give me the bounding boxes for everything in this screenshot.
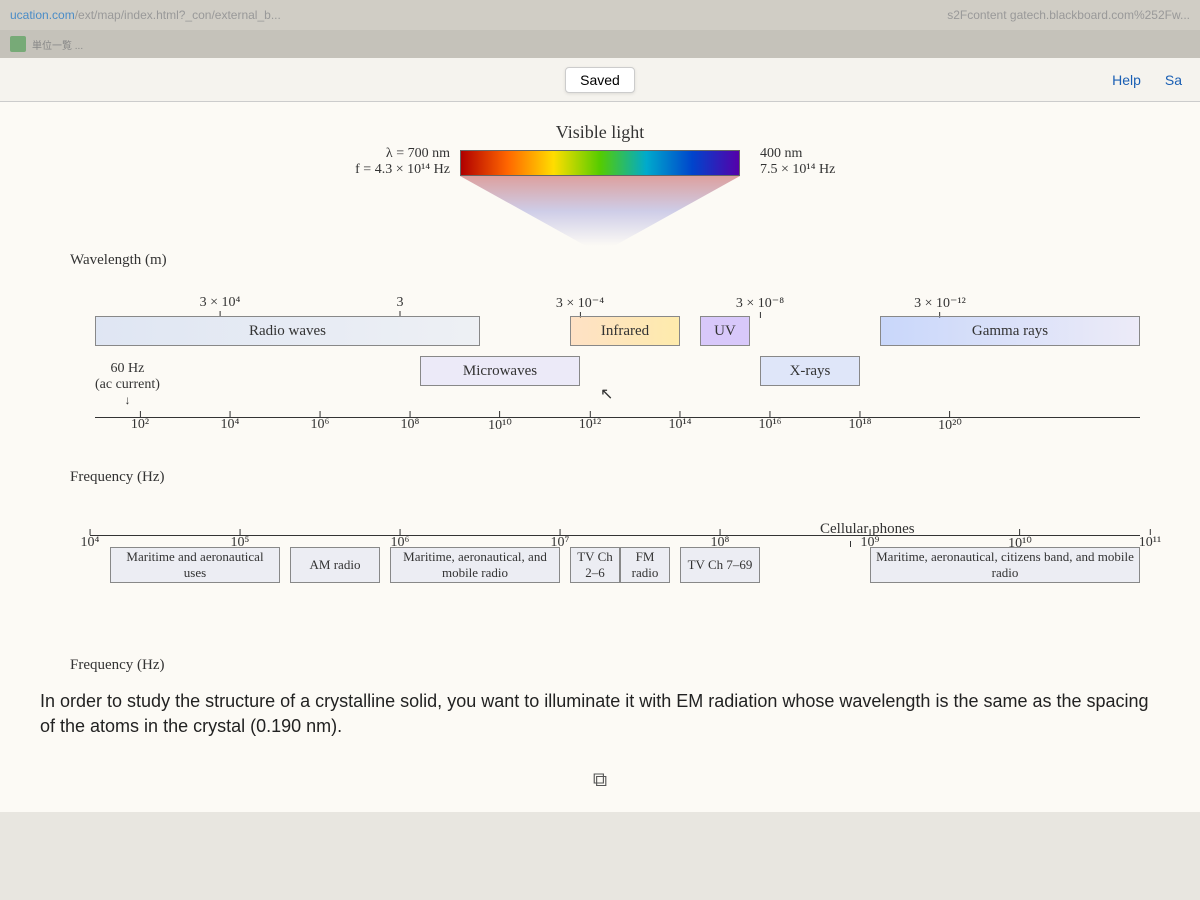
- frequency-tick: 10⁴: [221, 411, 240, 433]
- radio-tick: 10⁹: [861, 529, 880, 551]
- radio-tick: 10⁵: [231, 529, 250, 551]
- url-middle: /ext/map/index.html?_con/external_b...: [75, 8, 281, 22]
- frequency-tick: 10¹⁶: [758, 411, 781, 433]
- freq-75: 7.5 × 10¹⁴ Hz: [760, 162, 835, 178]
- radio-tick: 10¹⁰: [1008, 529, 1032, 552]
- frequency-tick: 10²⁰: [938, 411, 962, 434]
- link-icon: ⧉: [40, 769, 1160, 792]
- status-badge: Saved: [565, 67, 635, 93]
- cursor-icon: ↖: [600, 384, 613, 404]
- frequency-tick: 10¹²: [579, 411, 601, 433]
- help-button[interactable]: Help: [1104, 68, 1149, 92]
- radio-tick: 10⁴: [81, 529, 100, 551]
- frequency-tick: 10¹⁸: [848, 411, 871, 433]
- radio-tick: 10¹¹: [1139, 529, 1161, 551]
- tab-title: 単位一覧 ...: [32, 37, 83, 52]
- browser-tabs: 単位一覧 ...: [0, 30, 1200, 58]
- main-content: Visible light λ = 700 nm f = 4.3 × 10¹⁴ …: [0, 102, 1200, 812]
- visible-light-title: Visible light: [556, 122, 644, 143]
- visible-spectrum-bar: [460, 150, 740, 176]
- freq-43: f = 4.3 × 10¹⁴ Hz: [340, 162, 450, 178]
- wavelength-tick: 3 × 10⁴: [200, 295, 241, 317]
- visible-left-labels: λ = 700 nm f = 4.3 × 10¹⁴ Hz: [340, 146, 450, 178]
- lambda-400: 400 nm: [760, 146, 835, 162]
- app-toolbar: Saved Help Sa: [0, 58, 1200, 102]
- frequency-tick: 10⁸: [401, 411, 420, 433]
- frequency-tick: 10¹⁰: [488, 411, 512, 434]
- visible-funnel: [460, 176, 740, 246]
- radio-tick: 10⁸: [711, 529, 730, 551]
- em-spectrum-diagram: Visible light λ = 700 nm f = 4.3 × 10¹⁴ …: [40, 122, 1160, 792]
- frequency-label: Frequency (Hz): [70, 469, 165, 486]
- radio-tick: 10⁷: [551, 529, 570, 551]
- wavelength-tick: 3: [397, 295, 404, 317]
- radio-frequency-label: Frequency (Hz): [70, 657, 165, 674]
- wavelength-tick: 3 × 10⁻⁴: [556, 295, 604, 318]
- band-radio: Radio waves: [95, 316, 480, 346]
- frequency-tick: 10²: [131, 411, 149, 433]
- band-uv: UV: [700, 316, 750, 346]
- wavelength-axis: Wavelength (m): [40, 252, 1160, 282]
- visible-light-section: Visible light λ = 700 nm f = 4.3 × 10¹⁴ …: [40, 122, 1160, 232]
- wavelength-tick: 3 × 10⁻¹²: [914, 295, 966, 318]
- question-text: In order to study the structure of a cry…: [40, 689, 1160, 739]
- radio-frequency-axis: 10⁴ 10⁵ 10⁶ 10⁷ 10⁸ 10⁹ 10¹⁰ 10¹¹: [40, 529, 1160, 569]
- band-infrared: Infrared: [570, 316, 680, 346]
- wavelength-ticks-row: 3 × 10⁴33 × 10⁻⁴3 × 10⁻⁸3 × 10⁻¹²: [40, 287, 1160, 311]
- save-button[interactable]: Sa: [1157, 68, 1190, 92]
- wavelength-tick: 3 × 10⁻⁸: [736, 295, 784, 318]
- tab-favicon: [10, 36, 26, 52]
- visible-right-labels: 400 nm 7.5 × 10¹⁴ Hz: [760, 146, 835, 178]
- frequency-tick: 10¹⁴: [668, 411, 691, 433]
- lambda-700: λ = 700 nm: [340, 146, 450, 162]
- browser-address-bar: ucation.com /ext/map/index.html?_con/ext…: [0, 0, 1200, 30]
- url-suffix: s2Fcontent gatech.blackboard.com%252Fw..…: [947, 8, 1190, 22]
- radio-detail-section: Cellular phones Maritime and aeronautica…: [40, 529, 1160, 639]
- radio-tick: 10⁶: [391, 529, 410, 551]
- band-xrays: X-rays: [760, 356, 860, 386]
- ac-current-label: (ac current): [95, 377, 160, 393]
- wavelength-label: Wavelength (m): [70, 252, 167, 269]
- sixty-hz-marker: 60 Hz (ac current) ↓: [95, 361, 160, 408]
- sixty-hz-label: 60 Hz: [95, 361, 160, 377]
- spectrum-bands: Radio waves Microwaves Infrared UV X-ray…: [40, 316, 1160, 406]
- band-gamma: Gamma rays: [880, 316, 1140, 346]
- frequency-axis: 10² 10⁴ 10⁶ 10⁸ 10¹⁰ 10¹² 10¹⁴ 10¹⁶ 10¹⁸ 10²⁰: [40, 411, 1160, 451]
- band-microwaves: Microwaves: [420, 356, 580, 386]
- frequency-tick: 10⁶: [311, 411, 330, 433]
- url-prefix: ucation.com: [10, 8, 75, 22]
- arrow-down-icon: ↓: [95, 393, 160, 408]
